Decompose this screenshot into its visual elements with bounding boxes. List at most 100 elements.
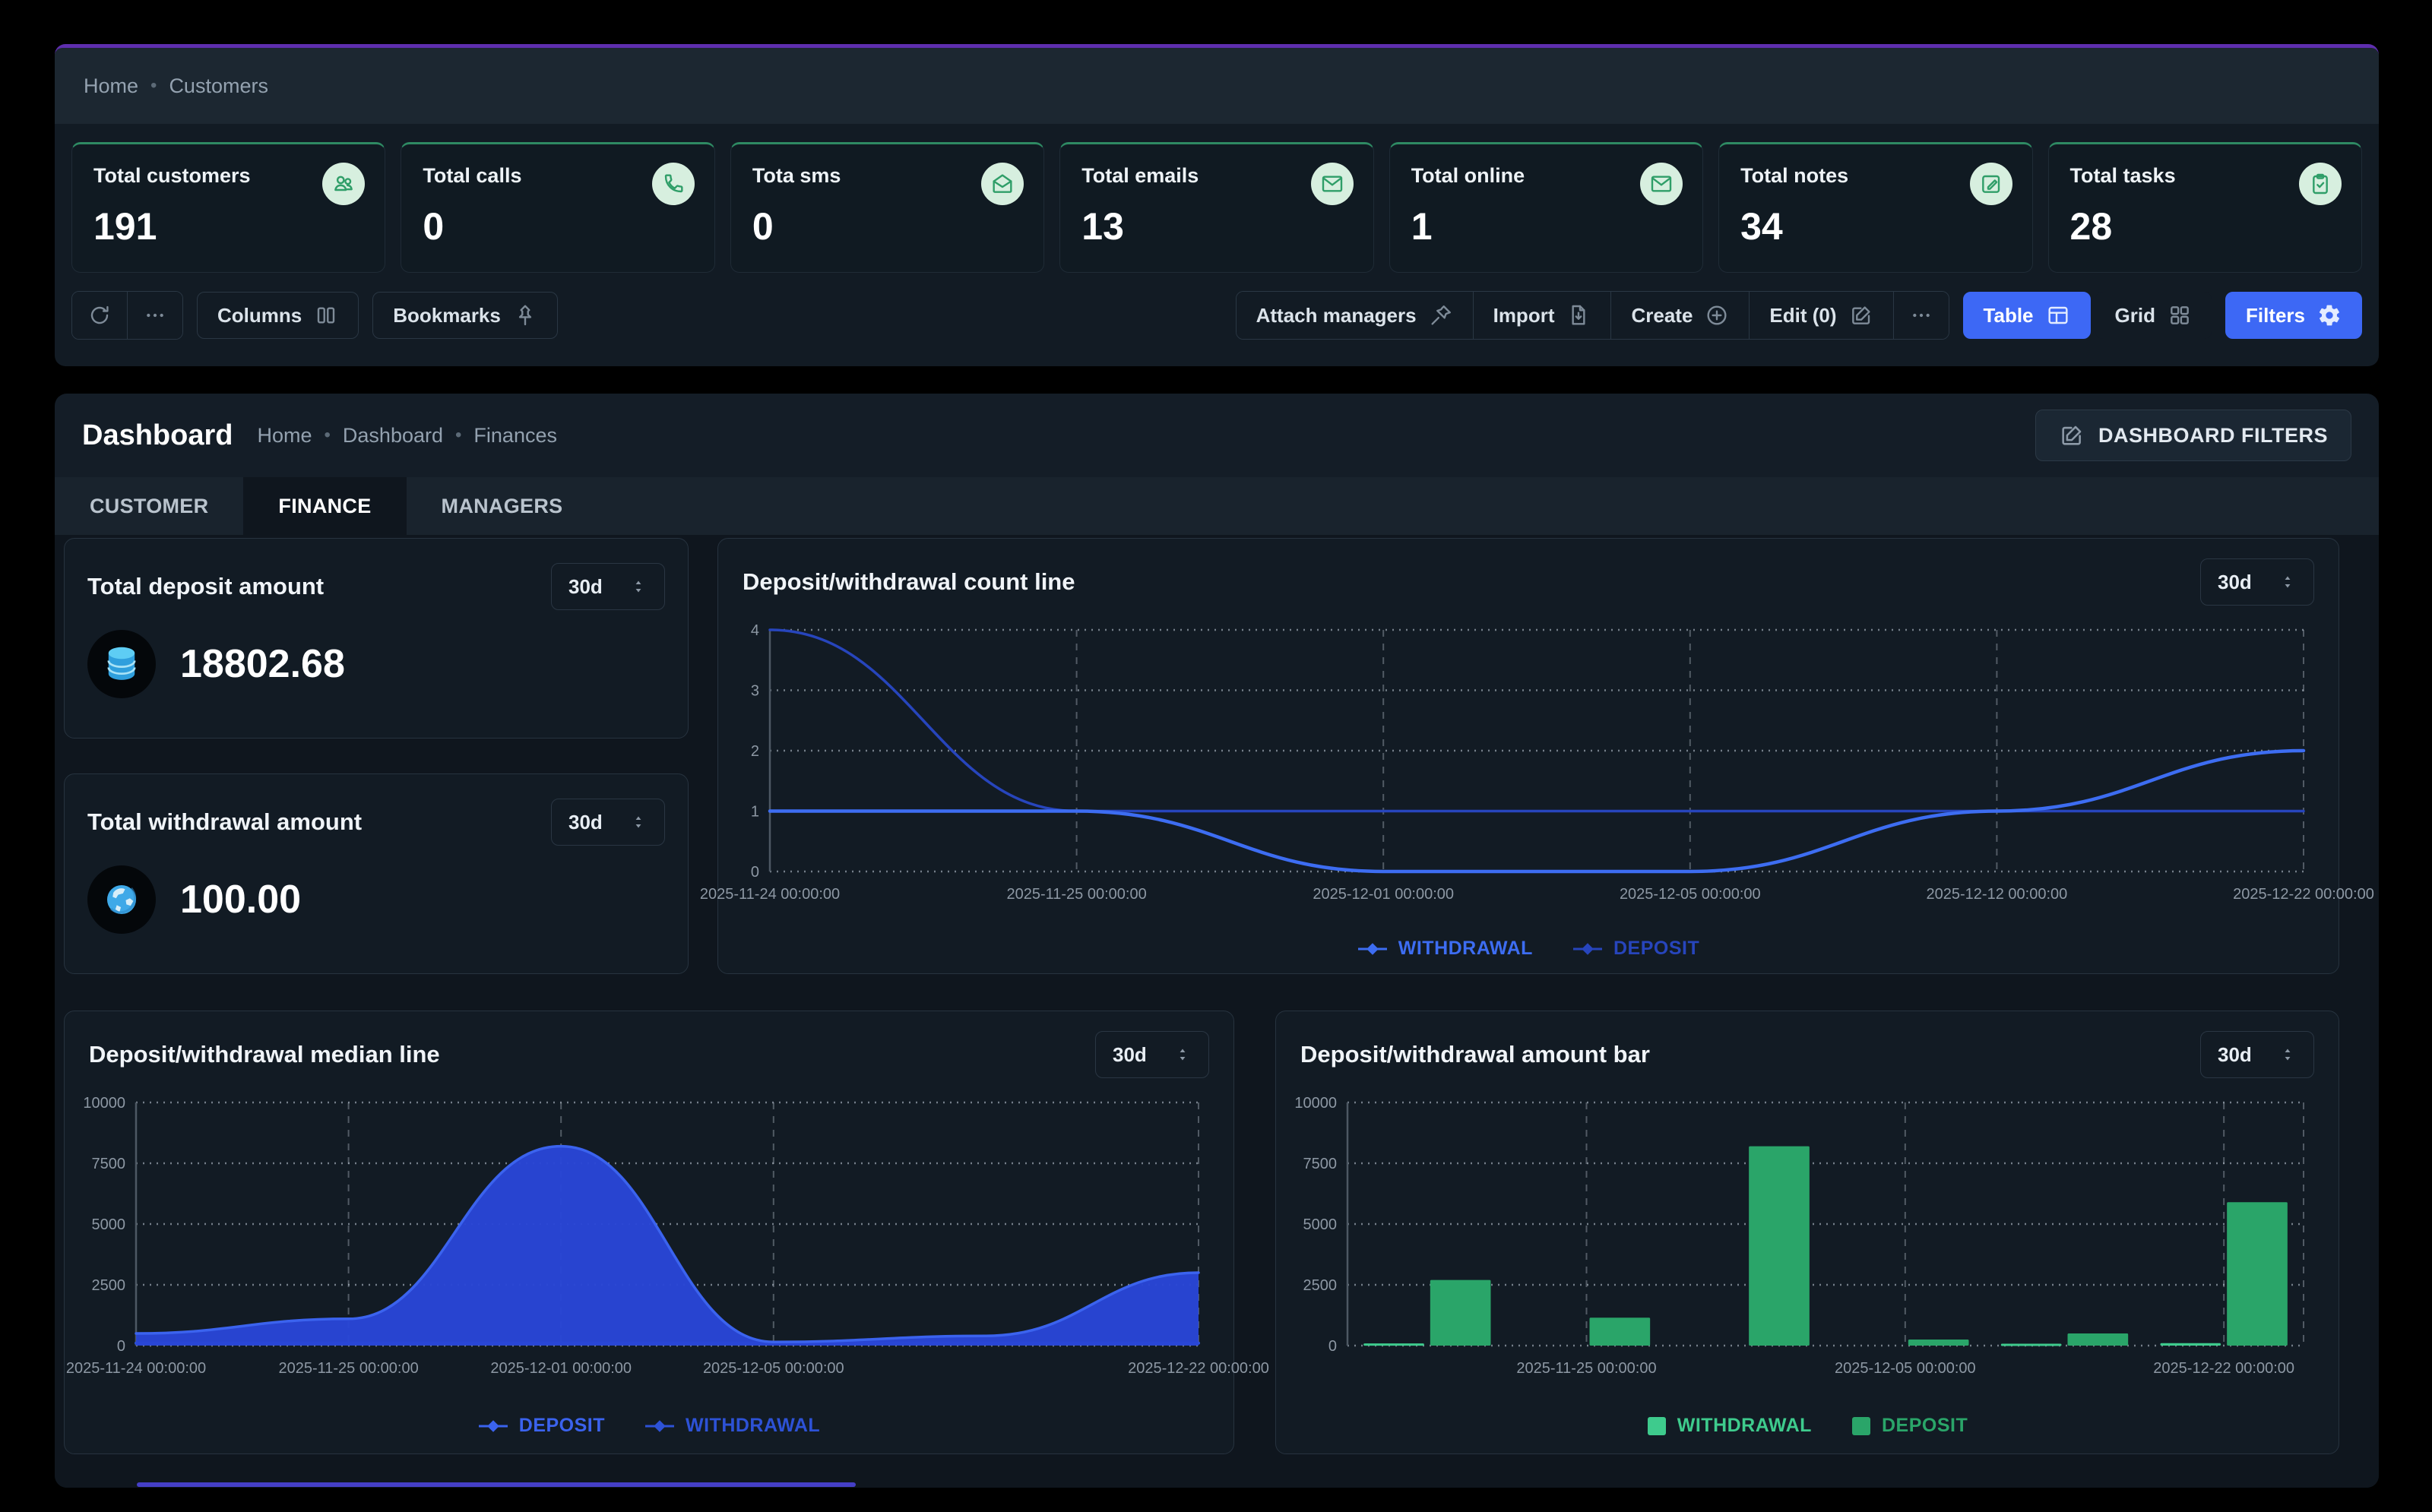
svg-text:2025-12-22 00:00:00: 2025-12-22 00:00:00 (2233, 886, 2374, 903)
page-title: Dashboard (82, 419, 233, 451)
filters-label: Filters (2245, 303, 2305, 327)
svg-text:5000: 5000 (92, 1216, 126, 1233)
grid-view-button[interactable]: Grid (2095, 292, 2212, 339)
chart-card-count-line: Deposit/withdrawal count line 30d 0 1 2 3 4 2… (700, 538, 2374, 974)
edit-square-icon (2059, 422, 2085, 448)
median-line-plot: 0 2500 5000 7500 10000 2025-11-24 00:00:00 202… (66, 1090, 1269, 1387)
more-actions-button[interactable] (1892, 292, 1949, 339)
legend-label: WITHDRAWAL (1677, 1415, 1812, 1436)
pin-tilt-icon (1429, 303, 1453, 327)
columns-button[interactable]: Columns (197, 292, 359, 339)
tab-bar: CUSTOMER FINANCE MANAGERS (55, 477, 2379, 535)
breadcrumb-item[interactable]: Dashboard (342, 423, 444, 447)
kpi-value: 18802.68 (180, 642, 345, 686)
svg-text:1: 1 (751, 804, 759, 821)
ellipsis-icon (143, 303, 167, 327)
create-button[interactable]: Create (1610, 292, 1750, 339)
breadcrumb-item[interactable]: Customers (169, 74, 268, 97)
stat-value: 13 (1081, 205, 1124, 248)
mail-open-icon (981, 163, 1024, 205)
breadcrumb-item[interactable]: Home (84, 74, 139, 97)
period-select[interactable]: 30d (2200, 558, 2314, 606)
actions-group: Attach managers Import Create Edit (0) (1235, 291, 1949, 340)
grid-view-label: Grid (2114, 303, 2155, 327)
view-switch: Table Grid (1962, 292, 2212, 339)
breadcrumb-item[interactable]: Home (257, 423, 312, 447)
dashboard-content: Total deposit amount 30d 18802.68 Total … (55, 535, 2379, 1488)
period-select[interactable]: 30d (551, 799, 665, 846)
chevron-updown-icon (629, 577, 648, 596)
chart-title: Deposit/withdrawal count line (743, 568, 1075, 595)
edit-label: Edit (0) (1769, 303, 1837, 327)
mail-icon (1640, 163, 1683, 205)
chart-title: Deposit/withdrawal amount bar (1300, 1041, 1650, 1068)
more-button[interactable] (127, 292, 182, 339)
period-select[interactable]: 30d (551, 563, 665, 610)
stats-row: Total customers 191 Total calls 0 Tota sms 0 T… (55, 124, 2379, 285)
breadcrumb-item[interactable]: Finances (473, 423, 557, 447)
dashboard-filters-button[interactable]: DASHBOARD FILTERS (2035, 410, 2351, 461)
kpi-card-total-withdrawal: Total withdrawal amount 30d 100.00 (64, 773, 689, 974)
table-view-label: Table (1983, 303, 2034, 327)
attach-managers-label: Attach managers (1256, 303, 1417, 327)
legend-item-withdrawal[interactable]: WITHDRAWAL (1647, 1415, 1812, 1437)
stat-card-total-customers: Total customers 191 (71, 142, 386, 273)
columns-icon (314, 303, 338, 327)
svg-text:2025-12-22 00:00:00: 2025-12-22 00:00:00 (1128, 1360, 1269, 1377)
legend-item-withdrawal[interactable]: WITHDRAWAL (1357, 938, 1533, 960)
count-line-plot: 0 1 2 3 4 2025-11-24 00:00:00 2025-11-25 00:00… (700, 618, 2374, 913)
legend-line-icon (1572, 942, 1602, 955)
tab-managers[interactable]: MANAGERS (441, 494, 563, 517)
dashboard-header: Dashboard Home • Dashboard • Finances DASHBO… (55, 394, 2379, 477)
stat-label: Total emails (1081, 164, 1199, 187)
svg-text:7500: 7500 (1303, 1156, 1338, 1172)
svg-text:2025-12-01 00:00:00: 2025-12-01 00:00:00 (490, 1360, 632, 1377)
legend-item-deposit[interactable]: DEPOSIT (1572, 938, 1699, 960)
legend-item-deposit[interactable]: DEPOSIT (1851, 1415, 1968, 1437)
edit-button[interactable]: Edit (0) (1749, 292, 1893, 339)
svg-text:2025-11-25 00:00:00: 2025-11-25 00:00:00 (278, 1360, 418, 1377)
dashboard-panel: Dashboard Home • Dashboard • Finances DASHBO… (55, 394, 2379, 1488)
dashboard-breadcrumb: Home • Dashboard • Finances (257, 424, 557, 448)
tab-customer[interactable]: CUSTOMER (90, 494, 209, 517)
stat-card-tota-sms: Tota sms 0 (730, 142, 1045, 273)
legend-line-icon (1357, 942, 1387, 955)
legend-item-deposit[interactable]: DEPOSIT (478, 1415, 605, 1437)
stat-label: Total calls (423, 164, 522, 187)
stat-label: Total tasks (2069, 164, 2176, 187)
svg-text:2025-12-12 00:00:00: 2025-12-12 00:00:00 (1927, 886, 2068, 903)
chart-card-amount-bar: Deposit/withdrawal amount bar 30d 0 2500 5… (1275, 1011, 2339, 1454)
gear-icon (2317, 303, 2342, 327)
import-button[interactable]: Import (1472, 292, 1611, 339)
svg-text:2025-12-05 00:00:00: 2025-12-05 00:00:00 (1835, 1360, 1976, 1377)
phone-icon (651, 163, 695, 205)
kpi-label: Total deposit amount (87, 573, 325, 599)
columns-button-label: Columns (217, 303, 302, 327)
period-select[interactable]: 30d (2200, 1031, 2314, 1078)
mail-icon (1310, 163, 1354, 205)
grid-icon (2168, 303, 2192, 327)
svg-text:2025-11-25 00:00:00: 2025-11-25 00:00:00 (1516, 1360, 1656, 1377)
filters-button[interactable]: Filters (2225, 292, 2362, 339)
refresh-button[interactable] (72, 292, 127, 339)
chart-card-median-line: Deposit/withdrawal median line 30d 0 2500… (64, 1011, 1269, 1454)
bookmarks-button[interactable]: Bookmarks (372, 292, 558, 339)
refresh-icon (87, 303, 112, 327)
svg-text:2025-12-01 00:00:00: 2025-12-01 00:00:00 (1313, 886, 1454, 903)
period-select-value: 30d (2218, 570, 2252, 593)
kpi-label: Total withdrawal amount (87, 808, 363, 835)
globe-icon (87, 865, 156, 934)
horizontal-scrollbar[interactable] (137, 1482, 856, 1487)
period-select[interactable]: 30d (1095, 1031, 1209, 1078)
period-select-value: 30d (1113, 1042, 1147, 1066)
attach-managers-button[interactable]: Attach managers (1236, 292, 1473, 339)
svg-text:2025-12-22 00:00:00: 2025-12-22 00:00:00 (2153, 1360, 2294, 1377)
svg-text:10000: 10000 (1294, 1095, 1337, 1112)
period-select-value: 30d (2218, 1042, 2252, 1066)
tab-finance[interactable]: FINANCE (243, 477, 407, 535)
legend-item-withdrawal[interactable]: WITHDRAWAL (644, 1415, 820, 1437)
chevron-updown-icon (2278, 1045, 2297, 1064)
period-select-value: 30d (568, 810, 603, 833)
table-view-button[interactable]: Table (1962, 292, 2091, 339)
